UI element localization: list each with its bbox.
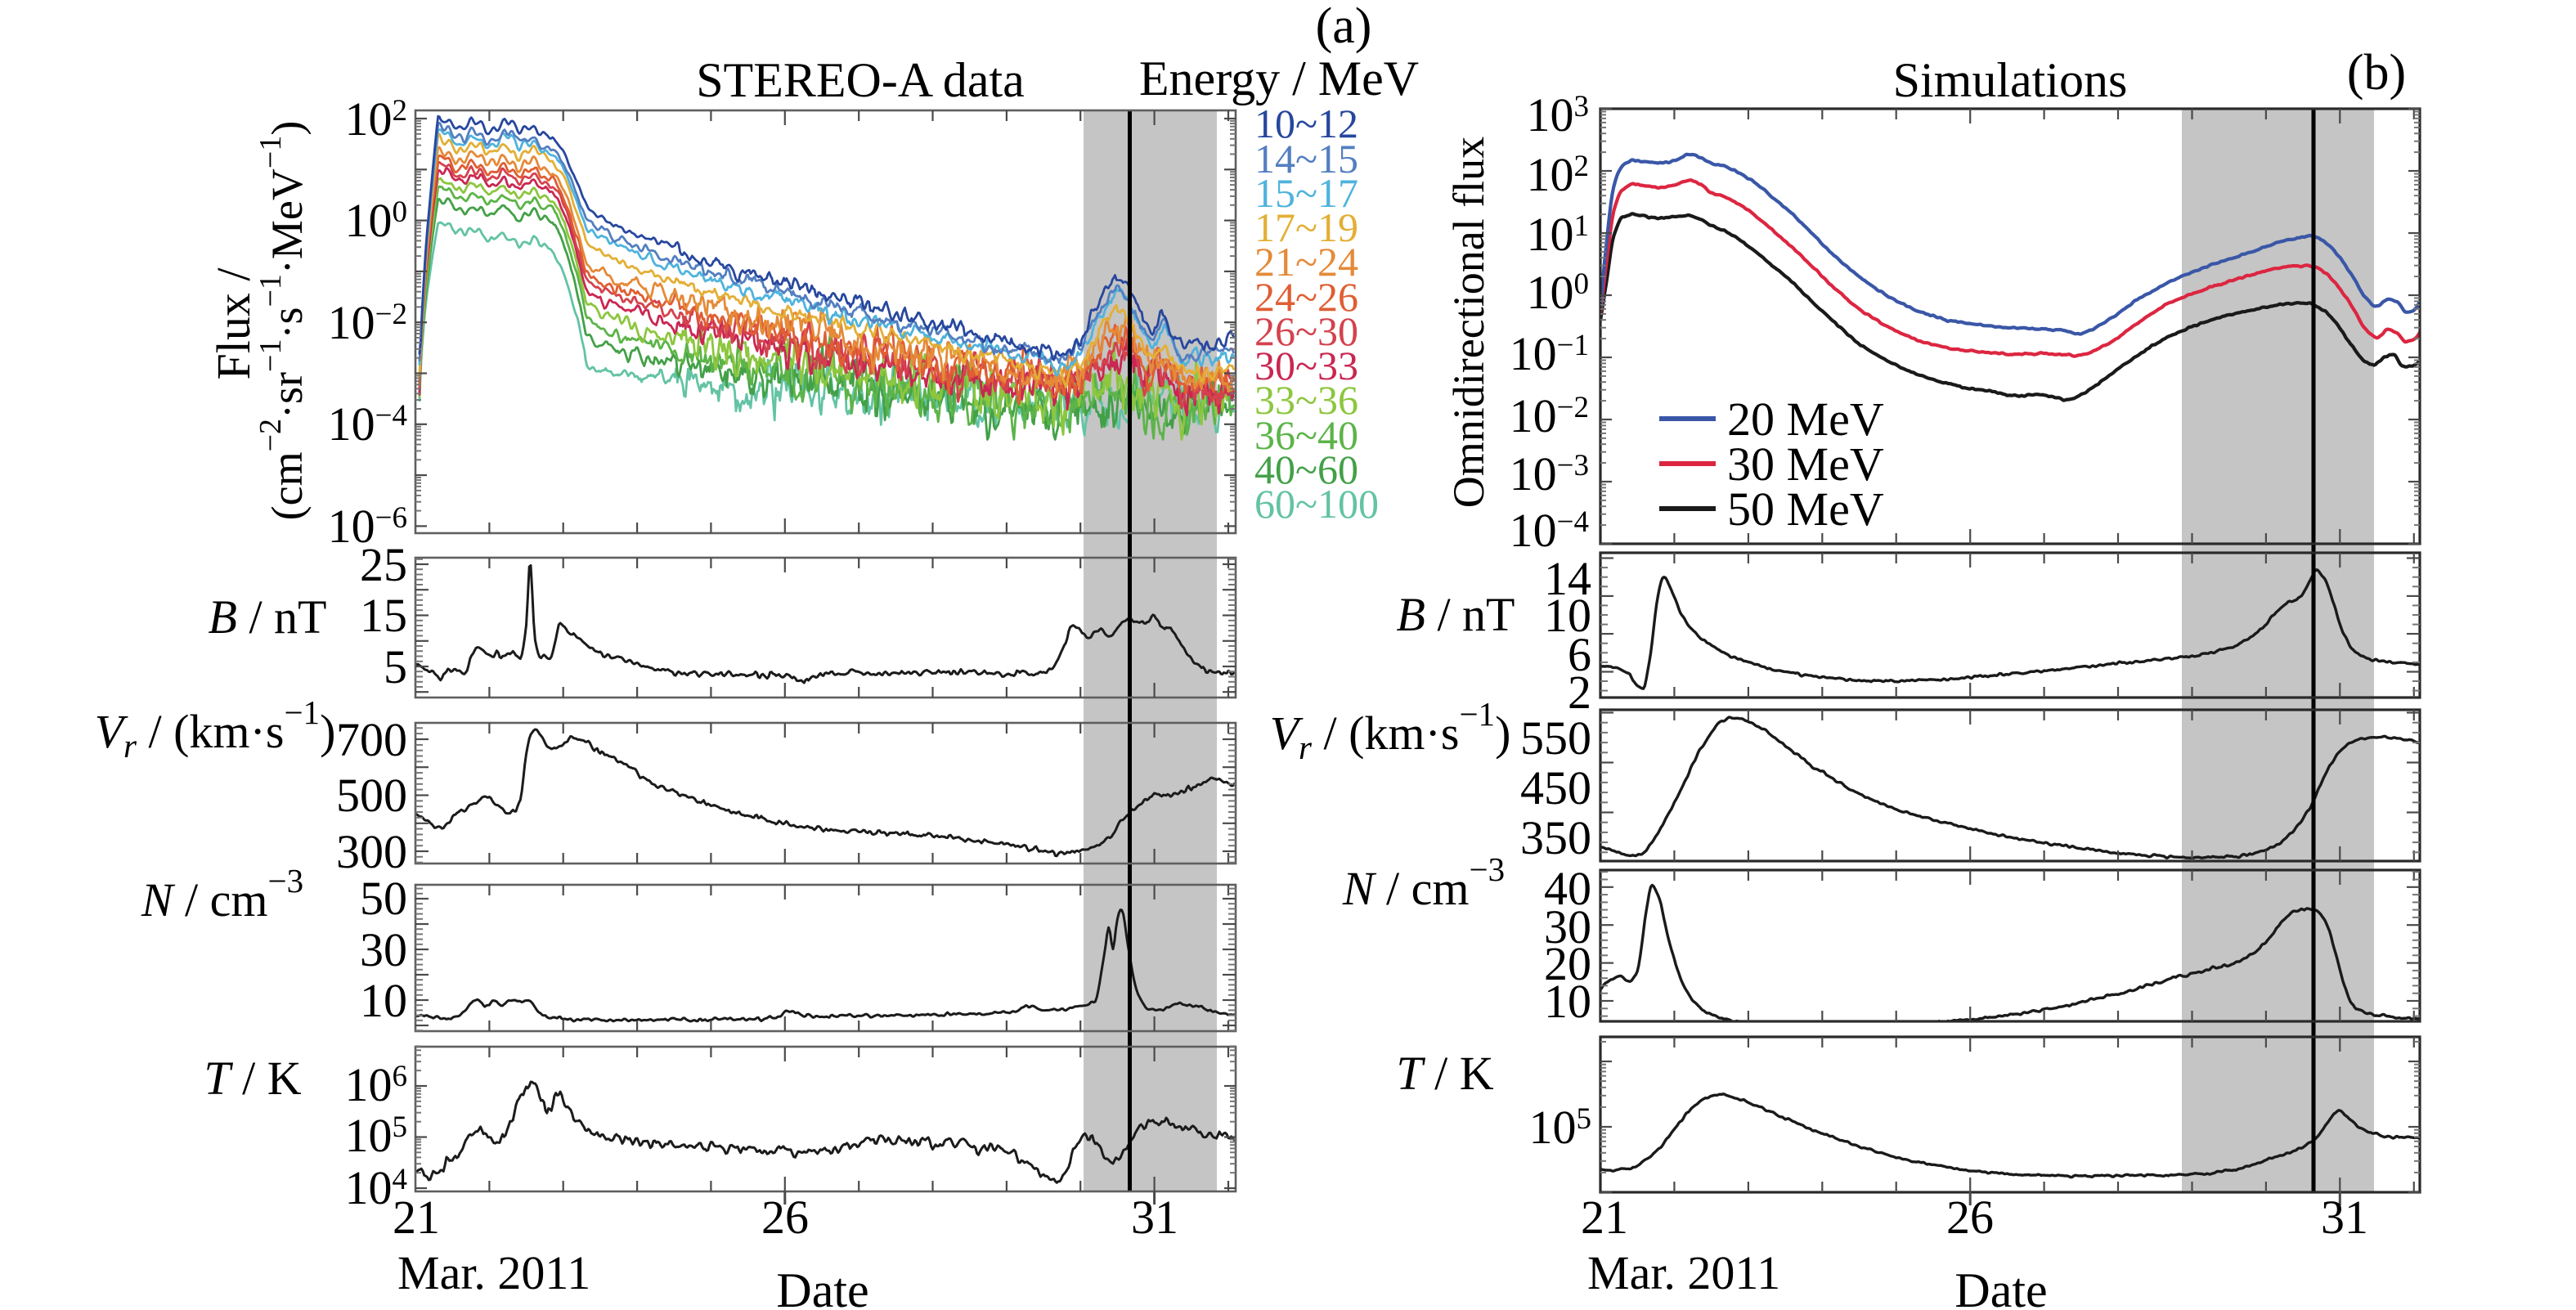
svg-text:25: 25 [360,538,407,591]
svg-text:500: 500 [336,769,407,822]
svg-text:(cm−2·sr−1·s−1·MeV−1): (cm−2·sr−1·s−1·MeV−1) [254,121,312,521]
svg-text:21: 21 [393,1191,440,1244]
svg-text:30: 30 [1544,900,1591,953]
svg-text:Flux /: Flux / [207,267,260,380]
svg-text:21: 21 [1581,1191,1628,1244]
svg-text:30 MeV: 30 MeV [1727,437,1884,491]
svg-text:10~12: 10~12 [1254,101,1358,146]
svg-text:40~60: 40~60 [1254,446,1358,492]
svg-text:Vr / (km·s−1): Vr / (km·s−1) [1270,695,1511,766]
svg-text:Energy / MeV: Energy / MeV [1139,52,1419,105]
svg-text:14~15: 14~15 [1254,136,1358,182]
svg-text:6: 6 [1568,628,1591,681]
svg-text:Simulations: Simulations [1893,53,2128,107]
svg-text:(b): (b) [2347,45,2406,101]
svg-text:14: 14 [1544,552,1591,605]
svg-text:102: 102 [1527,148,1590,201]
svg-text:10: 10 [1544,975,1591,1028]
svg-text:60~100: 60~100 [1254,481,1379,527]
svg-text:10: 10 [360,974,407,1027]
svg-text:Date: Date [776,1263,868,1310]
svg-text:T / K: T / K [1396,1047,1493,1100]
svg-text:26: 26 [1946,1191,1994,1244]
svg-text:20: 20 [1544,937,1591,990]
svg-text:24~26: 24~26 [1254,274,1358,320]
svg-text:N / cm−3: N / cm−3 [1342,850,1505,915]
svg-text:50 MeV: 50 MeV [1727,482,1884,536]
svg-text:550: 550 [1520,711,1591,765]
svg-text:Date: Date [1954,1263,2047,1310]
svg-text:17~19: 17~19 [1254,204,1358,250]
svg-text:T / K: T / K [204,1052,301,1105]
svg-text:40: 40 [1544,862,1591,915]
svg-text:30~33: 30~33 [1254,343,1358,388]
svg-text:21~24: 21~24 [1254,239,1358,285]
svg-text:20 MeV: 20 MeV [1727,393,1884,446]
svg-text:103: 103 [1527,88,1590,141]
svg-text:700: 700 [336,713,407,766]
svg-text:350: 350 [1520,811,1591,864]
svg-text:2: 2 [1568,666,1591,719]
svg-text:26~30: 26~30 [1254,308,1358,354]
svg-text:30: 30 [360,923,407,976]
svg-text:Mar. 2011: Mar. 2011 [397,1246,590,1299]
svg-text:B / nT: B / nT [1397,588,1515,641]
svg-text:105: 105 [345,1109,408,1162]
svg-text:31: 31 [1131,1191,1178,1244]
svg-text:10−3: 10−3 [1510,447,1589,500]
svg-text:Mar. 2011: Mar. 2011 [1587,1246,1780,1299]
svg-text:5: 5 [384,640,407,693]
svg-text:26: 26 [761,1191,809,1244]
svg-text:STEREO-A data: STEREO-A data [696,53,1025,107]
svg-text:15~17: 15~17 [1254,170,1358,216]
svg-text:15: 15 [360,589,407,642]
svg-text:B / nT: B / nT [209,590,327,644]
svg-text:31: 31 [2321,1191,2368,1244]
svg-text:100: 100 [1527,266,1590,319]
svg-text:33~36: 33~36 [1254,377,1358,423]
svg-text:Omnidirectional flux: Omnidirectional flux [1444,137,1493,508]
svg-text:Vr / (km·s−1): Vr / (km·s−1) [95,693,336,765]
svg-text:300: 300 [336,825,407,878]
svg-text:36~40: 36~40 [1254,412,1358,458]
svg-text:50: 50 [360,872,407,925]
svg-text:450: 450 [1520,761,1591,814]
svg-text:(a): (a) [1316,0,1372,54]
svg-text:N / cm−3: N / cm−3 [141,862,303,926]
svg-text:10: 10 [1544,589,1591,642]
